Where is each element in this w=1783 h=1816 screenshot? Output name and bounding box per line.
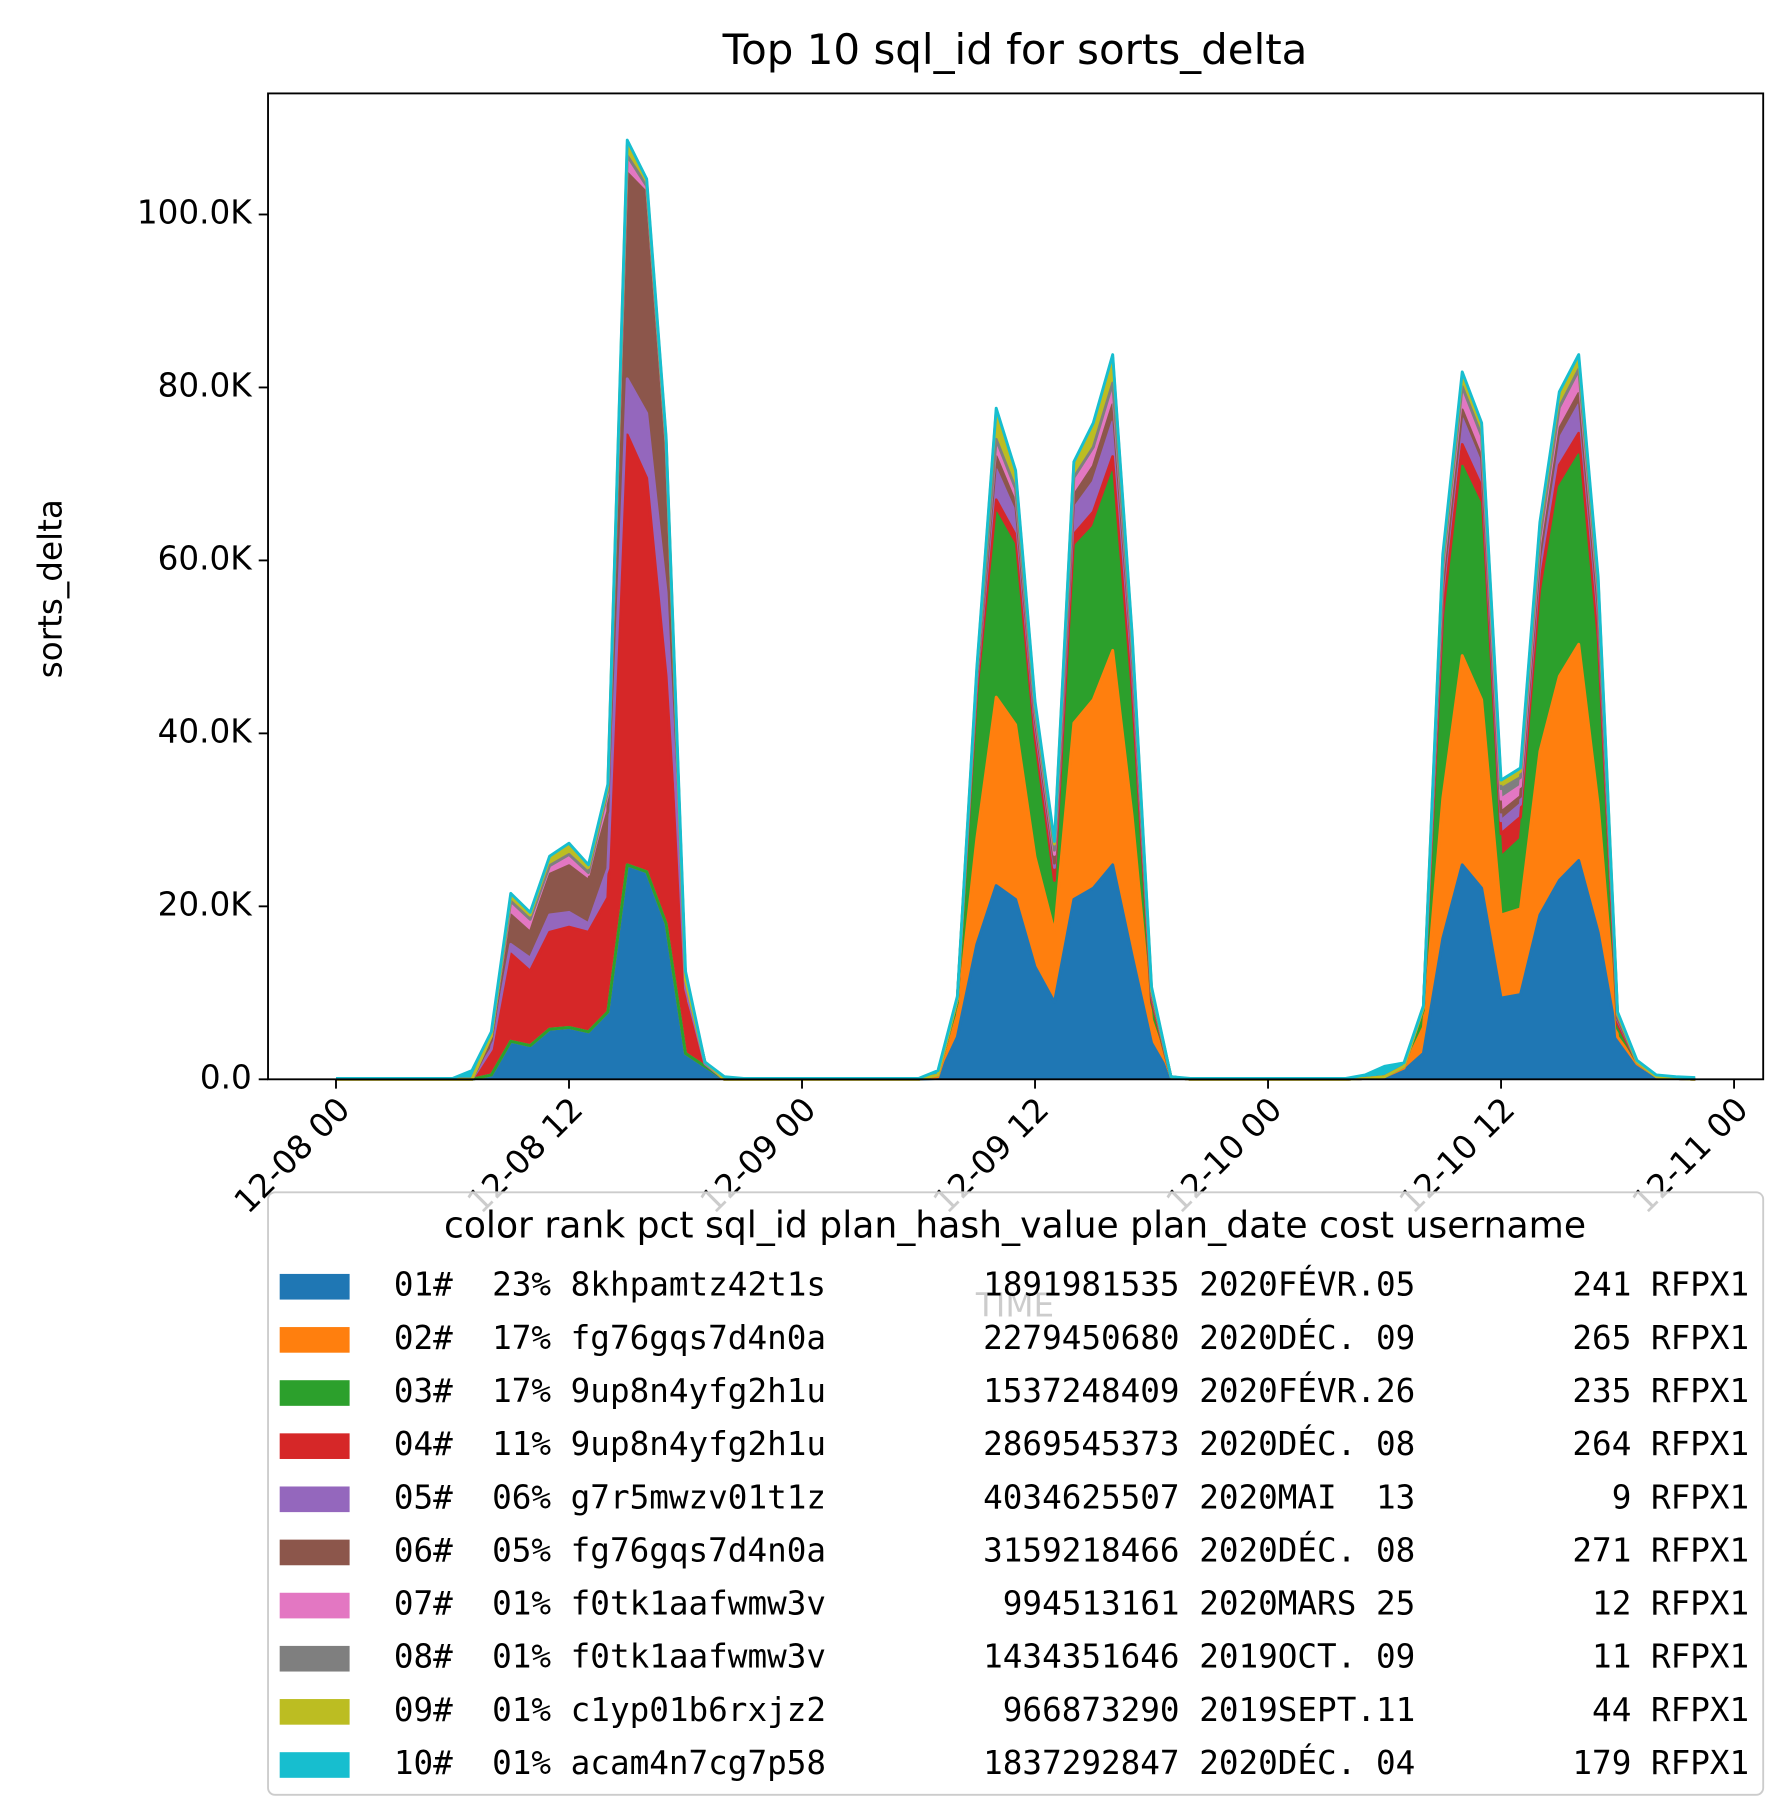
- area: [335, 860, 1696, 1080]
- area-edge: [335, 138, 1696, 1080]
- legend-swatch: [279, 1699, 350, 1725]
- legend-swatch: [279, 1433, 350, 1459]
- area: [335, 644, 1696, 1080]
- y-tick-label: 100.0K: [137, 193, 253, 231]
- legend-swatch: [279, 1380, 350, 1406]
- legend-entry: 05# 06% g7r5mwzv01t1z 4034625507 2020MAI…: [394, 1478, 1749, 1516]
- y-tick-label: 40.0K: [158, 712, 254, 750]
- legend-entry: 02# 17% fg76gqs7d4n0a 2279450680 2020DÉC…: [394, 1319, 1749, 1357]
- plot-frame: [267, 92, 1765, 1081]
- legend-entry: 09# 01% c1yp01b6rxjz2 966873290 2019SEPT…: [394, 1691, 1749, 1729]
- legend-entry: 07# 01% f0tk1aafwmw3v 994513161 2020MARS…: [394, 1585, 1749, 1623]
- legend-entry: 04# 11% 9up8n4yfg2h1u 2869545373 2020DÉC…: [394, 1425, 1749, 1463]
- legend-entry: 06# 05% fg76gqs7d4n0a 3159218466 2020DÉC…: [394, 1531, 1749, 1569]
- legend-swatch: [279, 1645, 350, 1672]
- y-axis-label: sorts_delta: [31, 499, 69, 678]
- legend-swatch: [279, 1327, 350, 1353]
- y-tick-label: 20.0K: [158, 885, 254, 923]
- legend-title: color rank pct sql_id plan_hash_value pl…: [444, 1203, 1586, 1246]
- area: [335, 433, 1696, 1080]
- legend-entry: 10# 01% acam4n7cg7p58 1837292847 2020DÉC…: [394, 1744, 1749, 1782]
- y-tick-label: 0.0: [200, 1058, 252, 1096]
- legend-entry: 01# 23% 8khpamtz42t1s 1891981535 2020FÉV…: [394, 1266, 1749, 1304]
- legend-swatch: [279, 1486, 350, 1513]
- legend-swatch: [279, 1539, 350, 1566]
- legend-box: [267, 1191, 1765, 1796]
- chart-title: Top 10 sql_id for sorts_delta: [722, 25, 1308, 74]
- area: [335, 454, 1696, 1080]
- legend-swatch: [279, 1273, 350, 1300]
- y-tick-label: 60.0K: [158, 539, 254, 577]
- area-edge: [335, 431, 1696, 1081]
- legend-entry: 08# 01% f0tk1aafwmw3v 1434351646 2019OCT…: [394, 1638, 1749, 1676]
- legend-swatch: [279, 1592, 350, 1619]
- legend-entry: 03# 17% 9up8n4yfg2h1u 1537248409 2020FÉV…: [394, 1372, 1749, 1410]
- legend-swatch: [279, 1752, 350, 1778]
- y-tick-label: 80.0K: [158, 366, 254, 404]
